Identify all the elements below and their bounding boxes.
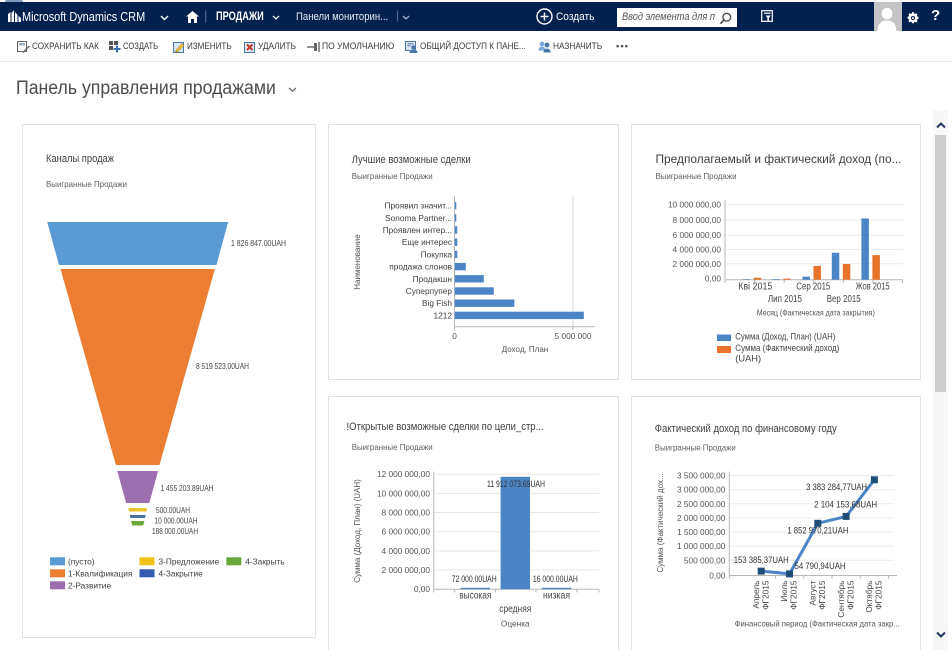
svg-text:Сентябрь: Сентябрь (836, 581, 846, 618)
svg-text:1 000 000,00: 1 000 000,00 (677, 541, 726, 551)
svg-text:3 500 000,00: 3 500 000,00 (677, 471, 726, 481)
svg-text:Big Fish: Big Fish (422, 298, 452, 308)
svg-text:0: 0 (452, 331, 457, 341)
svg-text:(UAH): (UAH) (735, 354, 761, 364)
svg-text:Выигранные Продажи: Выигранные Продажи (656, 171, 737, 181)
svg-text:Выигранные Продажи: Выигранные Продажи (352, 171, 433, 181)
svg-text:Июль: Июль (779, 581, 789, 602)
svg-text:500 000,00: 500 000,00 (684, 555, 726, 565)
svg-text:6 000 000,00: 6 000 000,00 (673, 230, 722, 240)
svg-text:2 000 000,00: 2 000 000,00 (382, 565, 431, 575)
svg-text:8 000 000,00: 8 000 000,00 (382, 508, 431, 518)
svg-text:1 852 970,21UAH: 1 852 970,21UAH (787, 526, 848, 536)
svg-text:(пусто): (пусто) (68, 557, 95, 567)
svg-text:Сер 2015: Сер 2015 (796, 282, 830, 293)
svg-text:1212: 1212 (434, 310, 453, 320)
svg-text:Лучшие возможные сделки: Лучшие возможные сделки (352, 154, 471, 166)
svg-text:Вер 2015: Вер 2015 (827, 294, 861, 305)
svg-text:Оценка: Оценка (501, 619, 530, 629)
svg-text:Проявлен интер...: Проявлен интер... (383, 225, 452, 235)
svg-text:2 104 153,68UAH: 2 104 153,68UAH (814, 500, 877, 510)
svg-text:3 383 284,77UAH: 3 383 284,77UAH (806, 482, 867, 492)
svg-text:ФГ2015: ФГ2015 (789, 580, 799, 610)
svg-text:Продакшн: Продакшн (413, 274, 452, 284)
svg-text:1 826 847.00UAH: 1 826 847.00UAH (231, 239, 286, 248)
svg-text:!Открытые возможные сделки по: !Открытые возможные сделки по цели_стр..… (347, 421, 544, 433)
svg-text:0,00: 0,00 (709, 570, 726, 580)
svg-text:Октябрь: Октябрь (864, 581, 874, 613)
svg-text:Проявил значит...: Проявил значит... (385, 201, 452, 211)
svg-text:Сумма (Фактический доход): Сумма (Фактический доход) (735, 343, 839, 353)
svg-text:4 000 000,00: 4 000 000,00 (673, 245, 722, 255)
svg-text:500.00UAH: 500.00UAH (156, 506, 190, 515)
svg-text:Сумма (Доход, План) (UAH): Сумма (Доход, План) (UAH) (353, 479, 362, 583)
svg-text:продажа слонов: продажа слонов (389, 262, 452, 272)
svg-text:1-Квалификация: 1-Квалификация (68, 569, 132, 579)
svg-text:средняя: средняя (499, 604, 531, 615)
svg-text:Апрель: Апрель (751, 581, 761, 609)
svg-text:153 385,37UAH: 153 385,37UAH (734, 555, 789, 565)
svg-text:16 000.00UAH: 16 000.00UAH (533, 574, 578, 584)
svg-text:Сумма (Фактический дох...: Сумма (Фактический дох... (656, 473, 665, 572)
svg-text:Выигранные Продажи: Выигранные Продажи (655, 443, 736, 453)
svg-text:Еще интерес: Еще интерес (402, 237, 452, 247)
svg-text:2 500 000,00: 2 500 000,00 (677, 499, 726, 509)
svg-text:1 455 203.89UAH: 1 455 203.89UAH (161, 484, 214, 493)
svg-text:Выигранные Продажи: Выигранные Продажи (352, 442, 433, 452)
svg-text:Жов 2015: Жов 2015 (856, 282, 890, 293)
svg-text:Кві 2015: Кві 2015 (738, 282, 772, 293)
svg-text:10 000.00UAH: 10 000.00UAH (155, 517, 198, 526)
svg-text:низкая: низкая (543, 591, 570, 602)
svg-text:5 000 000: 5 000 000 (555, 331, 592, 341)
svg-text:4 000 000,00: 4 000 000,00 (382, 546, 431, 556)
svg-text:2-Развитие: 2-Развитие (68, 581, 111, 591)
svg-text:Покупка: Покупка (421, 249, 453, 259)
svg-text:Месяц (Фактическая дата закрыт: Месяц (Фактическая дата закрытия) (757, 308, 875, 318)
svg-text:8 000 000,00: 8 000 000,00 (673, 215, 722, 225)
svg-text:ФГ2015: ФГ2015 (845, 580, 855, 610)
svg-text:Август: Август (808, 580, 818, 605)
svg-text:Предполагаемый и фактический д: Предполагаемый и фактический доход (по..… (656, 154, 902, 166)
svg-text:2 000 000,00: 2 000 000,00 (677, 513, 726, 523)
svg-text:Суперпупер: Суперпупер (406, 286, 453, 296)
svg-text:0,00: 0,00 (705, 274, 722, 284)
svg-text:Выигранные Продажи: Выигранные Продажи (46, 179, 127, 189)
svg-text:4-Закрыть: 4-Закрыть (245, 557, 284, 567)
svg-text:Каналы продаж: Каналы продаж (46, 153, 115, 165)
svg-text:0,00: 0,00 (414, 584, 431, 594)
svg-text:Финансовый период (Фактическая: Финансовый период (Фактическая дата закр… (735, 619, 900, 629)
svg-text:12 000 000,00: 12 000 000,00 (377, 469, 430, 479)
svg-text:6 000 000,00: 6 000 000,00 (382, 527, 431, 537)
svg-text:10 000 000,00: 10 000 000,00 (377, 488, 430, 498)
svg-text:Сумма (Доход, План) (UAH): Сумма (Доход, План) (UAH) (735, 332, 835, 342)
svg-text:3-Предложение: 3-Предложение (159, 557, 220, 567)
svg-text:Наименование: Наименование (353, 234, 362, 290)
svg-text:Sonoma Partner...: Sonoma Partner... (385, 213, 452, 223)
svg-text:2 000 000,00: 2 000 000,00 (673, 259, 722, 269)
svg-text:188 000.00UAH: 188 000.00UAH (152, 527, 198, 536)
svg-text:Доход, План: Доход, План (502, 345, 548, 354)
svg-text:8 519 523.00UAH: 8 519 523.00UAH (196, 362, 249, 371)
svg-text:10 000 000,00: 10 000 000,00 (668, 200, 721, 210)
svg-text:1 500 000,00: 1 500 000,00 (677, 527, 726, 537)
svg-text:ФГ2015: ФГ2015 (760, 580, 770, 610)
svg-text:Фактический доход по финансово: Фактический доход по финансовому году (655, 423, 837, 435)
svg-text:72 000.00UAH: 72 000.00UAH (452, 574, 497, 584)
svg-text:ФГ2015: ФГ2015 (874, 580, 884, 610)
svg-text:высокая: высокая (459, 591, 491, 602)
svg-text:ФГ2015: ФГ2015 (817, 580, 827, 610)
svg-text:3 000 000,00: 3 000 000,00 (677, 485, 726, 495)
svg-text:54 790,94UAH: 54 790,94UAH (795, 561, 846, 571)
svg-text:Лип 2015: Лип 2015 (768, 294, 802, 305)
svg-text:4-Закрытие: 4-Закрытие (159, 569, 204, 579)
svg-text:11 912 073.69UAH: 11 912 073.69UAH (487, 479, 545, 489)
